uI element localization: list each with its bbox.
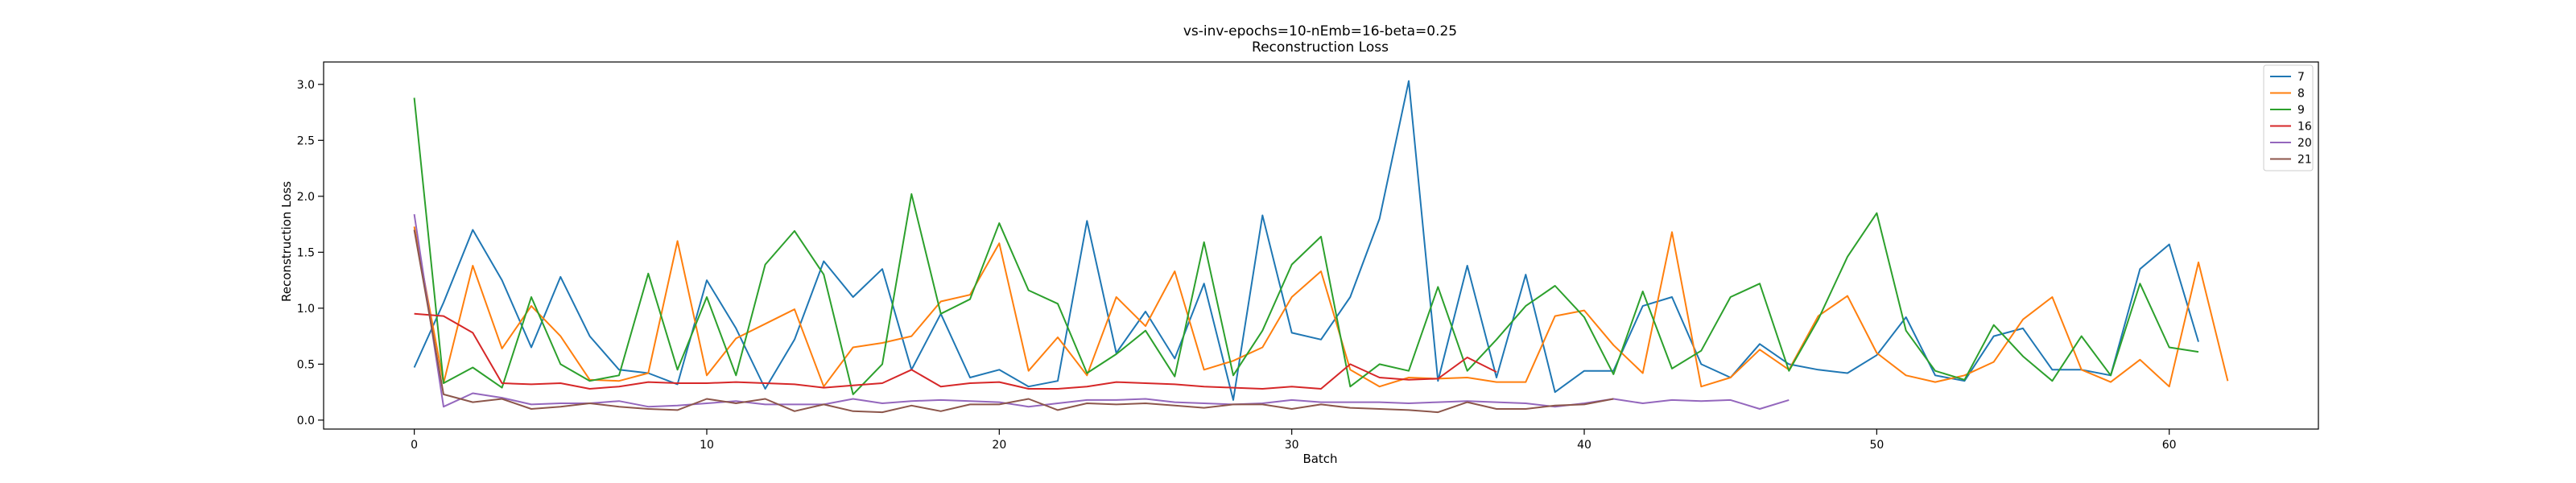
legend-label-7: 7 xyxy=(2297,71,2305,84)
y-tick-label: 0.0 xyxy=(297,415,315,427)
legend-label-8: 8 xyxy=(2297,88,2305,101)
series-lines xyxy=(413,80,2229,414)
series-line-8 xyxy=(413,226,2229,388)
series-line-9 xyxy=(413,97,2199,395)
y-axis-label: Reconstruction Loss xyxy=(279,181,294,302)
legend-label-9: 9 xyxy=(2297,104,2305,117)
y-tick-label: 0.5 xyxy=(297,358,315,371)
legend: 7 8 9 16 20 21 xyxy=(2263,64,2314,171)
x-axis: 0 10 20 30 40 50 60 xyxy=(411,429,2177,452)
series-line-21 xyxy=(413,229,1614,414)
x-tick-label: 60 xyxy=(2162,439,2177,452)
x-tick-label: 30 xyxy=(1285,439,1299,452)
x-tick-label: 20 xyxy=(992,439,1006,452)
x-axis-label: Batch xyxy=(1302,452,1337,466)
series-line-7 xyxy=(413,80,2199,401)
y-tick-label: 1.5 xyxy=(297,246,315,259)
chart-title: vs-inv-epochs=10-nEmb=16-beta=0.25 xyxy=(1183,23,1457,39)
x-tick-label: 40 xyxy=(1577,439,1591,452)
legend-label-16: 16 xyxy=(2297,121,2312,134)
x-tick-label: 50 xyxy=(1869,439,1884,452)
x-tick-label: 0 xyxy=(411,439,418,452)
y-tick-label: 2.5 xyxy=(297,134,315,147)
y-tick-label: 3.0 xyxy=(297,79,315,92)
plot-area xyxy=(323,61,2319,430)
series-line-16 xyxy=(414,312,1497,390)
legend-box xyxy=(2263,64,2314,171)
y-tick-label: 2.0 xyxy=(297,191,315,204)
y-axis: 0.0 0.5 1.0 1.5 2.0 2.5 3.0 xyxy=(297,79,324,427)
x-tick-label: 10 xyxy=(700,439,714,452)
y-tick-label: 1.0 xyxy=(297,303,315,316)
legend-label-20: 20 xyxy=(2297,137,2312,150)
legend-label-21: 21 xyxy=(2297,154,2312,167)
chart-subtitle: Reconstruction Loss xyxy=(1252,39,1389,56)
